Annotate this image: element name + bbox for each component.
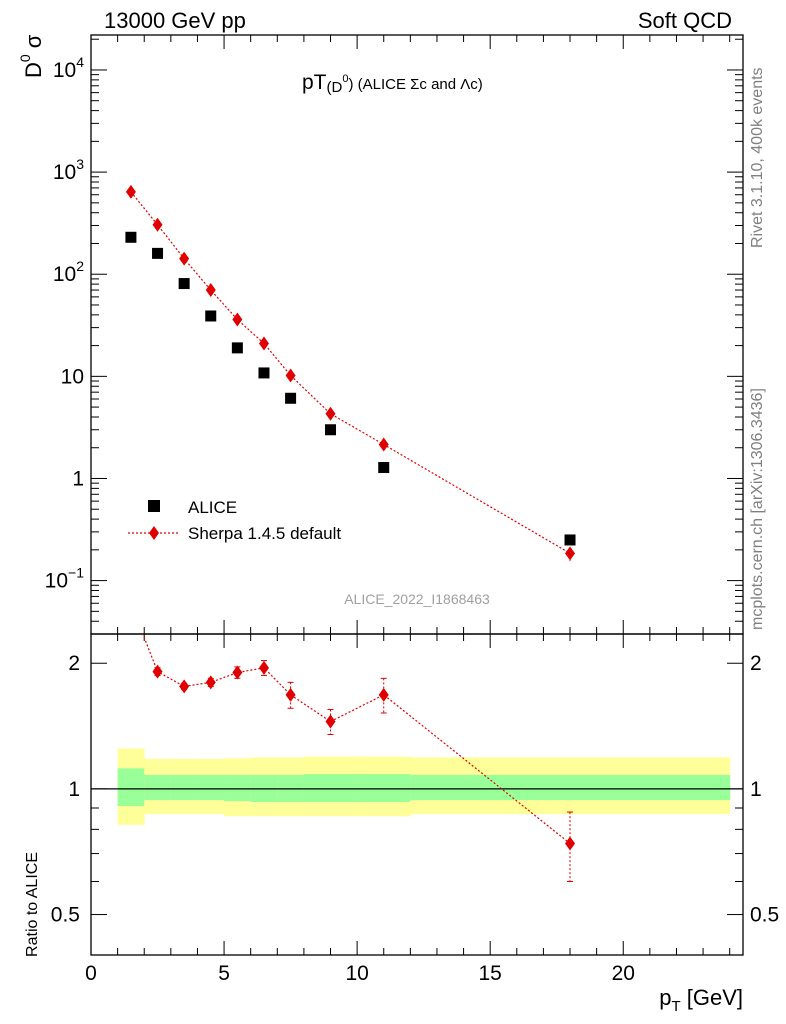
y-tick-label: 1 — [72, 467, 84, 490]
x-tick-label: 10 — [345, 962, 368, 985]
x-tick-label: 15 — [479, 962, 502, 985]
alice-point — [285, 392, 297, 404]
sherpa-point — [565, 546, 576, 561]
title-main: pT — [302, 71, 327, 94]
main-frame — [90, 34, 744, 635]
ratio-sherpa-point — [179, 679, 190, 694]
y-tick-base: 10 — [53, 161, 76, 184]
inner-band-bin — [303, 774, 358, 803]
y-tick-base: 10 — [61, 365, 84, 388]
sherpa-point — [325, 406, 336, 421]
inner-band-bin — [357, 774, 411, 803]
y-tick-exponent: 2 — [76, 258, 84, 274]
ratio-y-tick-label-left: 1 — [68, 778, 80, 801]
legend-alice-label: ALICE — [188, 498, 237, 517]
ylabel-tail: σ — [21, 34, 46, 54]
xlabel-unit: [GeV] — [681, 985, 743, 1010]
alice-point — [205, 310, 217, 322]
header-left: 13000 GeV pp — [104, 8, 246, 33]
x-tick-label: 0 — [85, 962, 97, 985]
side-rivet: Rivet 3.1.10, 400k events — [749, 67, 766, 248]
ratio-panel: 0 5 10 15 20 2 2 1 1 0.5 0.5 Ratio to ALICE pT [GeV] — [24, 633, 779, 1015]
uncertainty-bands — [117, 748, 731, 825]
ratio-sherpa-point — [205, 675, 216, 690]
side-mcplots: mcplots.cern.ch [arXiv:1306.3436] — [749, 388, 766, 630]
xlabel-main: p — [659, 985, 671, 1010]
alice-point — [378, 462, 390, 474]
ratio-y-tick-label-right: 2 — [750, 652, 762, 675]
alice-point — [178, 278, 190, 290]
ratio-data — [142, 634, 576, 882]
sherpa-point — [205, 283, 216, 298]
x-axis-label: pT [GeV] — [659, 985, 743, 1015]
main-data — [125, 184, 576, 562]
ratio-sherpa-line — [142, 634, 571, 844]
ratio-sherpa-point — [378, 687, 389, 702]
sherpa-point — [179, 251, 190, 266]
title-sub: (D — [327, 79, 343, 96]
y-axis-label: D0 σ — [17, 34, 46, 78]
ratio-sherpa-point — [152, 664, 163, 679]
legend: ALICE Sherpa 1.4.5 default — [128, 498, 341, 543]
ylabel-main: D — [21, 62, 46, 78]
y-tick-base: 10 — [45, 570, 68, 593]
watermark: ALICE_2022_I1868463 — [344, 591, 490, 607]
alice-point — [231, 342, 243, 354]
y-tick-exponent: −1 — [68, 565, 84, 581]
sherpa-point — [152, 217, 163, 232]
ratio-sherpa-point — [285, 687, 296, 702]
inner-band-bin — [410, 774, 731, 801]
y-tick-base: 1 — [72, 467, 84, 490]
ratio-y-tick-label-left: 2 — [68, 652, 80, 675]
ylabel-sup: 0 — [17, 54, 33, 62]
y-tick-exponent: 3 — [76, 156, 84, 172]
header-right: Soft QCD — [638, 8, 732, 33]
y-tick-label: 103 — [53, 156, 84, 184]
alice-point — [152, 247, 164, 259]
y-tick-label: 104 — [53, 54, 84, 82]
ratio-sherpa-point — [565, 836, 576, 851]
title-sup: 0 — [342, 73, 348, 85]
alice-point — [325, 424, 337, 436]
sherpa-point — [285, 368, 296, 383]
ratio-y-axis-label: Ratio to ALICE — [24, 852, 41, 957]
ratio-y-tick-label-right: 1 — [750, 778, 762, 801]
y-tick-label: 102 — [53, 258, 84, 286]
sherpa-point — [258, 336, 269, 351]
xlabel-sub: T — [671, 998, 680, 1015]
inner-band-bin — [144, 774, 172, 801]
sherpa-point — [378, 437, 389, 452]
legend-sherpa-marker — [149, 526, 159, 540]
labels: 13000 GeV pp Soft QCD Rivet 3.1.10, 400k… — [104, 8, 766, 630]
inner-band-bin — [197, 774, 225, 801]
sherpa-point — [125, 184, 136, 199]
y-tick-label: 10−1 — [45, 565, 85, 593]
sherpa-point — [232, 312, 243, 327]
x-tick-label: 5 — [218, 962, 230, 985]
y-tick-label: 10 — [61, 365, 84, 388]
ratio-sherpa-point — [232, 665, 243, 680]
x-tick-label: 20 — [612, 962, 635, 985]
title-tail: ) (ALICE Σc and Λc) — [348, 76, 482, 93]
sherpa-line — [130, 191, 571, 554]
legend-sherpa-label: Sherpa 1.4.5 default — [188, 524, 341, 543]
inner-band-bin — [170, 774, 198, 801]
inner-band-bin — [117, 768, 145, 806]
legend-alice-marker — [148, 500, 160, 512]
y-tick-exponent: 4 — [76, 54, 84, 70]
ratio-frame — [90, 633, 744, 956]
plot-title: pT(D0) (ALICE Σc and Λc) — [302, 71, 483, 96]
ratio-y-tick-label-right: 0.5 — [750, 904, 779, 927]
ratio-sherpa-point — [325, 714, 336, 729]
alice-point — [564, 534, 576, 546]
alice-point — [258, 367, 270, 379]
alice-point — [125, 231, 137, 243]
y-tick-base: 10 — [53, 263, 76, 286]
ratio-y-tick-label-left: 0.5 — [51, 904, 80, 927]
y-tick-base: 10 — [53, 59, 76, 82]
ratio-sherpa-point — [258, 660, 269, 675]
inner-band-bin — [224, 774, 252, 802]
